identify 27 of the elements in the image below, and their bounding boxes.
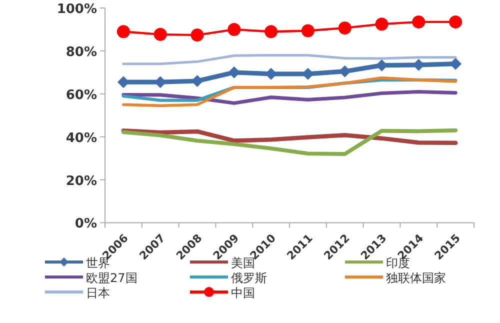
line-series (121, 128, 458, 145)
y-tick-label: 0% (74, 216, 97, 232)
point (301, 24, 314, 38)
y-tick-label: 40% (66, 130, 97, 146)
point (154, 28, 167, 41)
y-tick-label: 100% (56, 2, 97, 17)
line-series (122, 128, 458, 156)
legend-label: 日本 (86, 286, 110, 300)
y-tick-label: 20% (66, 174, 97, 189)
point (338, 21, 352, 34)
point (412, 15, 426, 28)
point (449, 15, 462, 28)
point (190, 28, 204, 42)
y-tick-label: 60% (66, 88, 97, 103)
point (228, 22, 241, 36)
legend-label: 俄罗斯 (231, 271, 267, 285)
point (375, 18, 388, 31)
line-series (122, 54, 457, 66)
legend-label: 世界 (86, 256, 110, 270)
y-tick-label: 80% (66, 44, 97, 60)
legend-label: 欧盟27国 (86, 271, 138, 285)
point (116, 25, 130, 38)
line-series (122, 90, 458, 105)
legend-label: 独联体国家 (386, 271, 446, 285)
point (264, 25, 278, 38)
legend-label: 中国 (231, 286, 255, 300)
line-series (122, 76, 457, 108)
